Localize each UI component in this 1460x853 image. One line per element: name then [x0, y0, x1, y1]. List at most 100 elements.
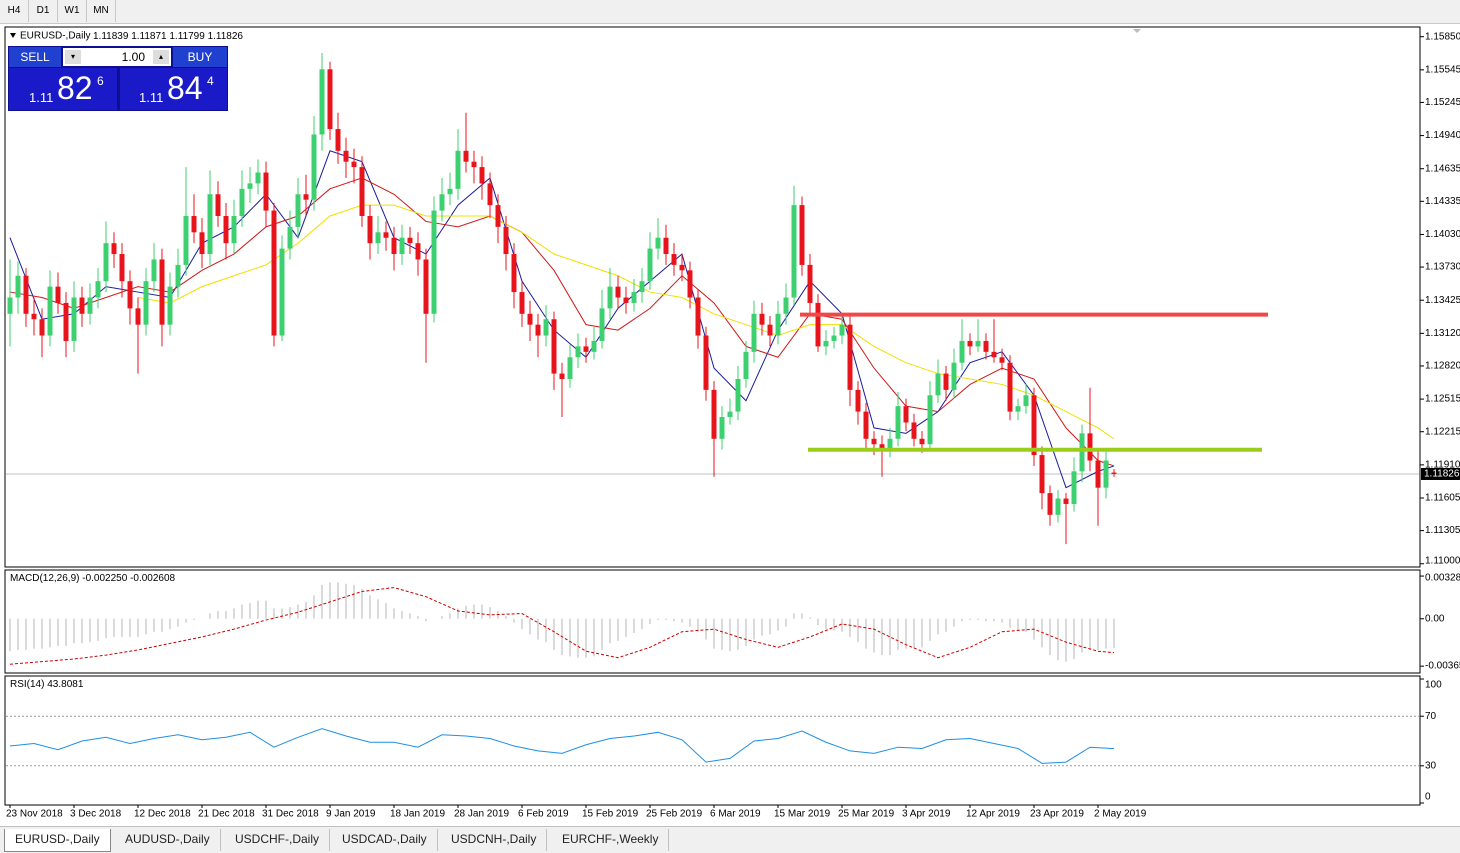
candle-body	[911, 422, 917, 439]
candle-body	[375, 232, 381, 244]
candle-body	[1095, 460, 1101, 488]
y-tick-label: 1.13730	[1425, 262, 1460, 273]
x-tick-label: 25 Feb 2019	[646, 809, 703, 820]
x-tick-label: 25 Mar 2019	[838, 809, 895, 820]
indicator-label: MACD(12,26,9) -0.002250 -0.002608	[10, 573, 176, 584]
timeframe-button[interactable]: D1	[29, 0, 58, 22]
candle-body	[863, 411, 869, 439]
candle-body	[399, 237, 405, 255]
x-tick-label: 2 May 2019	[1094, 809, 1147, 820]
price-tag	[1421, 467, 1460, 480]
sell-price[interactable]: 1.11 82 6	[9, 68, 117, 110]
chart-tab[interactable]: USDCNH-,Daily	[441, 829, 548, 851]
candle-body	[567, 357, 573, 380]
y-tick-label: 1.13120	[1425, 328, 1460, 339]
price-prefix: 1.11	[29, 90, 54, 105]
candle-body	[1031, 395, 1037, 456]
x-tick-label: 21 Dec 2018	[198, 809, 255, 820]
candle-body	[423, 259, 429, 314]
candle-body	[151, 259, 157, 282]
candle-body	[327, 69, 333, 130]
chart-tab[interactable]: USDCAD-,Daily	[332, 829, 438, 851]
timeframe-button[interactable]: W1	[58, 0, 87, 22]
y-tick-label: 1.13425	[1425, 295, 1460, 306]
candle-body	[1079, 433, 1085, 472]
tab-bar: EURUSD-,Daily AUDUSD-,Daily USDCHF-,Dail…	[0, 826, 1460, 853]
y-tick-label: 1.11305	[1425, 525, 1460, 536]
candle-body	[679, 264, 685, 271]
candle-body	[815, 302, 821, 347]
candle-body	[623, 297, 629, 303]
chart-tab[interactable]: EURCHF-,Weekly	[552, 829, 670, 851]
y-tick-label: 1.15545	[1425, 64, 1460, 75]
candle-body	[47, 286, 53, 336]
candle-body	[111, 243, 117, 255]
candle-body	[903, 406, 909, 423]
ohlc-value: 1.11799	[169, 31, 205, 42]
candle-body	[39, 319, 45, 336]
x-tick-label: 23 Apr 2019	[1030, 809, 1084, 820]
y-tick-label: 30	[1425, 760, 1437, 771]
x-tick-label: 12 Apr 2019	[966, 809, 1020, 820]
lot-up[interactable]: ▴	[153, 50, 169, 64]
y-tick-label: 100	[1425, 680, 1442, 691]
x-tick-label: 3 Apr 2019	[902, 809, 951, 820]
lot-down[interactable]: ▾	[65, 50, 81, 64]
candle-body	[559, 373, 565, 380]
chart-tab[interactable]: USDCHF-,Daily	[225, 829, 330, 851]
toolbar: H4 D1 W1 MN	[0, 0, 1460, 24]
candle-body	[415, 243, 421, 260]
candle-body	[999, 357, 1005, 363]
y-tick-label: 1.11605	[1425, 493, 1460, 504]
candle-body	[103, 243, 109, 282]
y-tick-label: 1.12215	[1425, 426, 1460, 437]
candle-body	[927, 395, 933, 445]
sell-button[interactable]: SELL	[9, 47, 61, 67]
ohlc-value: 1.11839	[93, 31, 129, 42]
candle-body	[407, 237, 413, 244]
lot-input[interactable]: ▾ 1.00 ▴	[63, 48, 171, 66]
candle-body	[159, 259, 165, 325]
candle-body	[1039, 455, 1045, 494]
timeframe-button[interactable]: MN	[87, 0, 116, 22]
x-tick-label: 9 Jan 2019	[326, 809, 376, 820]
price-big: 84	[167, 70, 203, 106]
candle-body	[503, 226, 509, 255]
candle-body	[943, 373, 949, 390]
candle-body	[895, 406, 901, 439]
candle-body	[87, 297, 93, 314]
candle-body	[119, 254, 125, 282]
candle-body	[367, 215, 373, 244]
rsi-pane	[4, 675, 1421, 806]
macd-pane	[4, 569, 1421, 674]
shift-marker	[1133, 29, 1141, 33]
candle-body	[1047, 493, 1053, 515]
indicator-name: RSI(14)	[10, 679, 44, 690]
candle-body	[527, 313, 533, 325]
chart-tab[interactable]: AUDUSD-,Daily	[115, 829, 221, 851]
x-tick-label: 23 Nov 2018	[6, 809, 63, 820]
candle-body	[655, 237, 661, 249]
candle-body	[919, 438, 925, 445]
indicator-name: MACD(12,26,9)	[10, 573, 79, 584]
buy-price[interactable]: 1.11 84 4	[120, 68, 227, 110]
ohlc-label: 1.11839 1.11871 1.11799 1.11826	[93, 31, 243, 42]
ohlc-value: 1.11826	[208, 31, 244, 42]
chart-tab[interactable]: EURUSD-,Daily	[4, 829, 111, 852]
candle-body	[663, 237, 669, 255]
price-big: 82	[57, 70, 93, 106]
buy-button[interactable]: BUY	[173, 47, 227, 67]
candle-body	[727, 411, 733, 418]
candle-body	[455, 150, 461, 189]
candle-body	[543, 319, 549, 336]
candle-body	[1111, 472, 1117, 474]
candle-body	[183, 215, 189, 265]
collapse-icon[interactable]	[10, 33, 16, 38]
candle-body	[799, 205, 805, 265]
y-tick-label: 1.11000	[1425, 556, 1460, 567]
candle-body	[71, 297, 77, 341]
timeframe-button[interactable]: H4	[0, 0, 29, 22]
candle-body	[871, 438, 877, 445]
candle-body	[551, 319, 557, 374]
candle-body	[391, 237, 397, 255]
